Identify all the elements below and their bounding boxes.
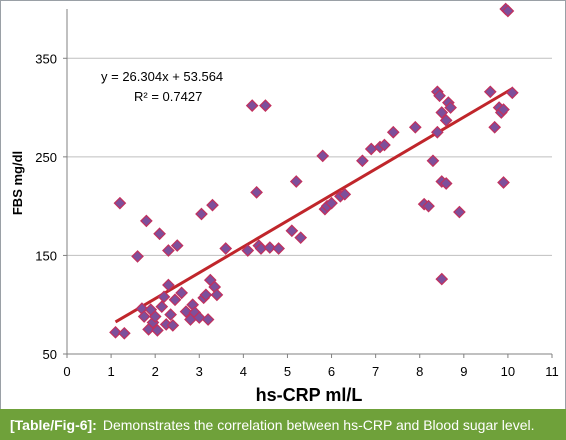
data-point — [439, 177, 453, 190]
x-tick-label: 8 — [416, 364, 423, 379]
data-point — [148, 310, 162, 323]
figure-caption: [Table/Fig-6]: Demonstrates the correlat… — [0, 409, 566, 440]
x-tick-label: 6 — [328, 364, 335, 379]
data-point — [179, 305, 193, 318]
data-point — [444, 101, 457, 114]
y-tick-label: 250 — [35, 150, 57, 165]
data-point — [272, 242, 285, 255]
data-point — [117, 326, 131, 340]
data-point — [250, 185, 263, 199]
data-point — [285, 224, 299, 238]
data-point — [483, 85, 497, 99]
x-tick-label: 10 — [501, 364, 515, 379]
data-point — [109, 325, 122, 339]
data-point — [153, 227, 166, 241]
data-point — [155, 300, 169, 314]
r-squared-label: R² = 0.7427 — [134, 89, 202, 104]
x-tick-label: 0 — [63, 364, 70, 379]
scatter-chart: 50 150 250 350 0 1 2 3 4 5 6 7 8 9 10 11 y = 26.304x + … — [10, 2, 559, 405]
data-point — [162, 278, 175, 292]
data-point — [433, 89, 446, 103]
data-point — [439, 114, 453, 127]
trendline-equation: y = 26.304x + 53.564 — [101, 69, 223, 84]
y-tick-label: 350 — [35, 51, 57, 66]
data-point — [137, 310, 151, 323]
data-point — [199, 288, 213, 302]
data-point — [245, 99, 259, 112]
data-point — [140, 214, 153, 228]
x-tick-label: 1 — [107, 364, 114, 379]
trendline — [114, 87, 514, 324]
data-point — [386, 125, 400, 139]
data-point — [431, 125, 444, 139]
data-point — [289, 175, 303, 188]
y-tick-label: 150 — [35, 248, 57, 263]
data-point — [501, 4, 515, 18]
data-point — [422, 199, 435, 213]
data-point — [162, 244, 175, 257]
x-tick-label: 11 — [545, 364, 559, 379]
x-tick-label: 7 — [372, 364, 379, 379]
data-point — [210, 288, 224, 302]
data-point — [157, 290, 171, 304]
plot-area — [67, 9, 552, 354]
x-tick-label: 4 — [240, 364, 247, 379]
data-point — [325, 196, 338, 210]
data-point — [151, 323, 164, 337]
data-point — [505, 86, 519, 100]
data-point — [192, 311, 206, 324]
caption-label: [Table/Fig-6]: — [10, 416, 97, 433]
data-point — [170, 239, 184, 252]
data-point — [316, 149, 330, 163]
data-point — [113, 196, 127, 210]
x-tick-label: 3 — [196, 364, 203, 379]
data-point — [435, 272, 449, 286]
x-tick-label: 2 — [152, 364, 159, 379]
data-point — [497, 176, 510, 189]
data-point — [195, 207, 208, 221]
y-axis-title: FBS mg/dl — [10, 151, 25, 215]
data-point — [241, 244, 255, 257]
data-point — [408, 120, 422, 134]
chart-figure: 50 150 250 350 0 1 2 3 4 5 6 7 8 9 10 11 y = 26.304x + … — [0, 0, 566, 410]
x-tick-label: 9 — [460, 364, 467, 379]
data-point — [435, 106, 449, 119]
data-point — [166, 319, 180, 332]
data-point — [453, 205, 466, 219]
data-point — [164, 308, 177, 321]
data-point — [378, 138, 391, 152]
data-point — [338, 187, 352, 201]
data-point — [259, 99, 272, 112]
data-point — [131, 250, 144, 263]
data-point — [175, 286, 188, 300]
data-point — [206, 198, 219, 212]
x-axis-title: hs-CRP ml/L — [256, 385, 363, 405]
data-point — [219, 242, 233, 255]
data-point — [294, 231, 308, 245]
data-point — [168, 293, 182, 307]
data-point — [497, 103, 510, 116]
caption-text: Demonstrates the correlation between hs-… — [102, 416, 535, 433]
data-point — [201, 313, 215, 326]
data-point — [356, 154, 369, 168]
y-tick-label: 50 — [43, 347, 57, 362]
data-point — [263, 241, 277, 254]
data-point — [488, 120, 502, 134]
data-point — [426, 154, 440, 168]
x-tick-label: 5 — [284, 364, 291, 379]
